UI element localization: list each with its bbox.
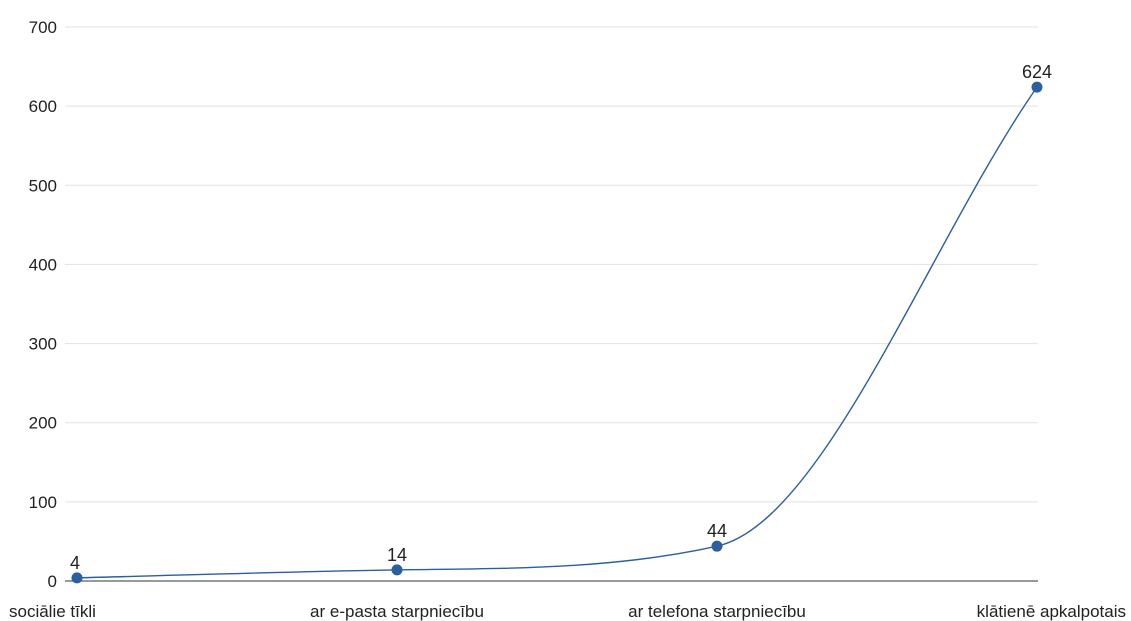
series-line: [76, 86, 1038, 579]
data-labels: 4 14 44 624: [70, 62, 1052, 573]
series-group: [76, 86, 1038, 579]
data-point: [71, 572, 83, 584]
data-label: 14: [387, 545, 407, 565]
data-points: [71, 81, 1043, 584]
x-tick-label: sociālie tīkli: [9, 602, 96, 621]
gridlines: [65, 26, 1038, 503]
y-tick-label: 500: [29, 176, 57, 195]
y-tick-label: 300: [29, 335, 57, 354]
data-label: 44: [707, 521, 727, 541]
x-tick-label: ar e-pasta starpniecību: [310, 602, 484, 621]
y-tick-label: 0: [48, 572, 57, 591]
data-point: [391, 564, 403, 576]
y-axis-tick-labels: 0 100 200 300 400 500 600 700: [29, 18, 57, 591]
y-tick-label: 200: [29, 414, 57, 433]
data-label: 624: [1022, 62, 1052, 82]
data-label: 4: [70, 553, 80, 573]
data-point: [711, 540, 723, 552]
x-axis-tick-labels: sociālie tīkli ar e-pasta starpniecību ar …: [9, 602, 1126, 621]
x-tick-label: ar telefona starpniecību: [628, 602, 806, 621]
y-tick-label: 600: [29, 97, 57, 116]
x-tick-label: klātienē apkalpotais: [977, 602, 1126, 621]
y-tick-label: 700: [29, 18, 57, 37]
data-point: [1031, 81, 1043, 93]
y-tick-label: 100: [29, 493, 57, 512]
y-tick-label: 400: [29, 255, 57, 274]
